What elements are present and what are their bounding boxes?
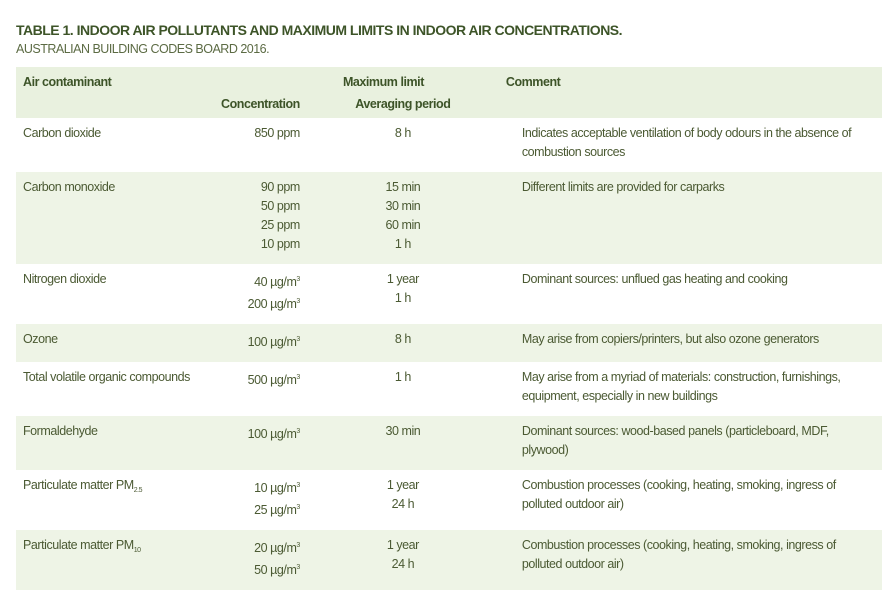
concentration-cell: 850 ppm <box>221 118 300 172</box>
pollutants-table: Air contaminant Maximum limit Comment Co… <box>16 67 882 590</box>
period-value: 8 h <box>394 126 411 140</box>
concentration-value: 90 ppm <box>260 180 300 194</box>
period-cell: 8 h <box>300 324 506 362</box>
table-row: Formaldehyde 100 µg/m3 30 min Dominant sour… <box>16 416 882 470</box>
period-cell: 1 year 24 h <box>300 530 506 590</box>
contaminant-name: Total volatile organic compounds <box>23 370 190 384</box>
contaminant-name: Formaldehyde <box>23 424 98 438</box>
comment-cell: Different limits are provided for carpar… <box>521 180 725 194</box>
concentration-value: 850 ppm <box>254 126 300 140</box>
contaminant-name: Carbon monoxide <box>23 180 115 194</box>
superscript: 3 <box>296 298 300 305</box>
comment-cell: Dominant sources: wood-based panels (par… <box>521 424 829 457</box>
concentration-value: 100 µg/m <box>247 335 297 349</box>
period-value: 1 year <box>386 478 419 492</box>
contaminant-cell: Particulate matter PM10 <box>16 530 221 590</box>
concentration-value: 20 µg/m <box>254 541 297 555</box>
period-value: 60 min <box>385 218 421 232</box>
table-row: Total volatile organic compounds 500 µg/m… <box>16 362 882 416</box>
concentration-cell: 90 ppm 50 ppm 25 ppm 10 ppm <box>221 172 300 264</box>
contaminant-cell: Carbon monoxide <box>16 172 221 264</box>
concentration-value: 200 µg/m <box>247 297 297 311</box>
comment-cell: Combustion processes (cooking, heating, … <box>521 478 836 511</box>
header-concentration: Concentration <box>221 97 300 111</box>
contaminant-name: Ozone <box>23 332 58 346</box>
contaminant-name: Carbon dioxide <box>23 126 101 140</box>
concentration-value: 50 ppm <box>260 199 300 213</box>
period-cell: 1 year 1 h <box>300 264 506 324</box>
superscript: 3 <box>296 504 300 511</box>
contaminant-cell: Total volatile organic compounds <box>16 362 221 416</box>
concentration-value: 50 µg/m <box>254 563 297 577</box>
superscript: 3 <box>296 482 300 489</box>
table-row: Particulate matter PM2.5 10 µg/m3 25 µg/m3… <box>16 470 882 530</box>
concentration-cell: 40 µg/m3 200 µg/m3 <box>221 264 301 324</box>
table-subtitle: AUSTRALIAN BUILDING CODES BOARD 2016. <box>16 42 270 56</box>
period-cell: 1 year 24 h <box>300 470 506 530</box>
contaminant-cell: Carbon dioxide <box>16 118 221 172</box>
table-row: Carbon dioxide 850 ppm 8 h Indicates accept… <box>16 118 882 172</box>
concentration-cell: 10 µg/m3 25 µg/m3 <box>221 470 300 530</box>
period-cell: 1 h <box>300 362 506 416</box>
contaminant-cell: Ozone <box>16 324 221 362</box>
comment-cell: May arise from copiers/printers, but als… <box>521 332 819 346</box>
comment-cell: Dominant sources: unflued gas heating an… <box>521 272 788 286</box>
period-value: 1 h <box>394 370 411 384</box>
superscript: 3 <box>296 336 300 343</box>
concentration-cell: 500 µg/m3 <box>221 362 301 416</box>
comment-cell: May arise from a myriad of materials: co… <box>521 370 841 403</box>
period-value: 15 min <box>385 180 421 194</box>
superscript: 3 <box>296 428 300 435</box>
header-comment: Comment <box>505 75 561 89</box>
period-cell: 15 min 30 min 60 min 1 h <box>300 172 506 264</box>
period-value: 1 year <box>386 538 419 552</box>
contaminant-cell: Nitrogen dioxide <box>16 264 221 324</box>
subheader-row: Concentration Averaging period <box>16 92 882 118</box>
concentration-value: 10 µg/m <box>254 481 297 495</box>
table-row: Carbon monoxide 90 ppm 50 ppm 25 ppm 10 ppm 1… <box>16 172 882 264</box>
concentration-value: 500 µg/m <box>247 373 297 387</box>
table-title: TABLE 1. INDOOR AIR POLLUTANTS AND MAXIM… <box>16 22 623 38</box>
superscript: 3 <box>296 542 300 549</box>
subscript: 10 <box>133 547 141 554</box>
period-value: 1 h <box>394 237 411 251</box>
concentration-value: 10 ppm <box>260 237 300 251</box>
period-value: 30 min <box>385 424 421 438</box>
period-value: 24 h <box>391 497 415 511</box>
contaminant-name: Particulate matter PM <box>23 538 134 552</box>
period-cell: 8 h <box>300 118 506 172</box>
concentration-cell: 20 µg/m3 50 µg/m3 <box>221 530 300 590</box>
contaminant-cell: Particulate matter PM2.5 <box>16 470 221 530</box>
period-value: 8 h <box>394 332 411 346</box>
concentration-value: 25 ppm <box>260 218 300 232</box>
concentration-value: 100 µg/m <box>247 427 297 441</box>
table-row: Ozone 100 µg/m3 8 h May arise from copiers/… <box>16 324 882 362</box>
superscript: 3 <box>296 374 300 381</box>
period-cell: 30 min <box>300 416 506 470</box>
concentration-cell: 100 µg/m3 <box>221 324 301 362</box>
header-contaminant: Air contaminant <box>23 75 112 89</box>
concentration-cell: 100 µg/m3 <box>221 416 301 470</box>
superscript: 3 <box>296 276 300 283</box>
table-row: Nitrogen dioxide 40 µg/m3 200 µg/m3 1 year 1… <box>16 264 882 324</box>
comment-cell: Combustion processes (cooking, heating, … <box>521 538 836 571</box>
period-value: 24 h <box>391 557 415 571</box>
period-value: 1 year <box>386 272 419 286</box>
superscript: 3 <box>296 564 300 571</box>
contaminant-name: Particulate matter PM <box>23 478 134 492</box>
period-value: 30 min <box>385 199 421 213</box>
concentration-value: 40 µg/m <box>254 275 297 289</box>
table-row: Particulate matter PM10 20 µg/m3 50 µg/m3 1… <box>16 530 882 590</box>
comment-cell: Indicates acceptable ventilation of body… <box>521 126 852 159</box>
contaminant-name: Nitrogen dioxide <box>23 272 107 286</box>
header-row: Air contaminant Maximum limit Comment <box>16 67 882 92</box>
subscript: 2.5 <box>133 487 143 494</box>
concentration-value: 25 µg/m <box>254 503 297 517</box>
period-value: 1 h <box>394 291 411 305</box>
header-averaging-period: Averaging period <box>355 97 451 111</box>
contaminant-cell: Formaldehyde <box>16 416 221 470</box>
header-max-limit: Maximum limit <box>342 75 424 89</box>
